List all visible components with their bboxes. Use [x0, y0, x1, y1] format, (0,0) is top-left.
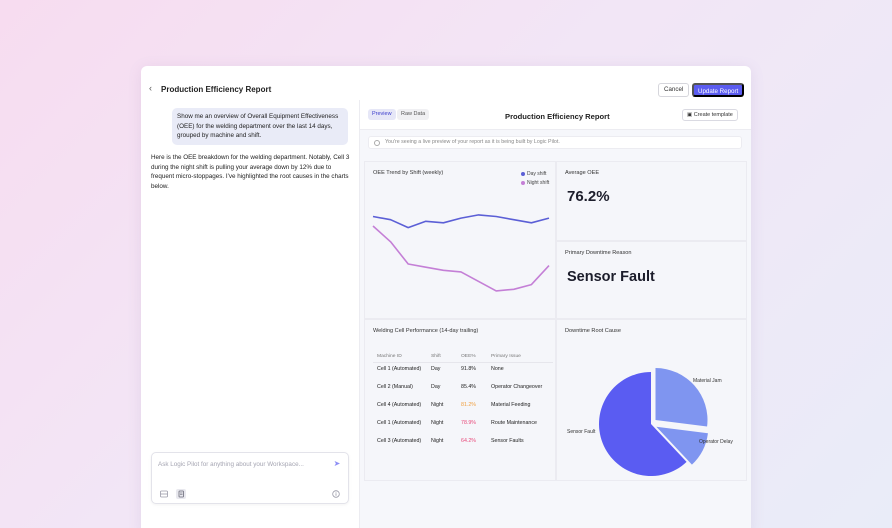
pie-label: Material Jam: [693, 378, 722, 384]
downtime-root-cause-card: Downtime Root Cause Sensor Fault Material…: [556, 319, 747, 481]
chat-composer: ➤: [151, 452, 349, 504]
cell-machine: Cell 3 (Automated): [377, 438, 422, 444]
document-icon[interactable]: [176, 489, 186, 499]
cell-machine: Cell 4 (Automated): [377, 402, 422, 408]
info-banner: You're seeing a live preview of your rep…: [368, 136, 742, 149]
create-template-button[interactable]: ▣ Create template: [682, 109, 738, 121]
cell-shift: Night: [431, 420, 444, 426]
chart-legend: Day shift Night shift: [521, 170, 549, 188]
column-header: Shift: [431, 354, 441, 359]
card-title: Primary Downtime Reason: [565, 250, 632, 256]
column-header: Machine ID: [377, 354, 402, 359]
table-row: Cell 1 (Automated) Day 91.8% None: [373, 363, 553, 381]
cell-shift: Night: [431, 438, 444, 444]
average-oee-card: Average OEE 76.2%: [556, 161, 747, 241]
cell-shift: Day: [431, 366, 441, 372]
oee-trend-chart: [372, 214, 550, 292]
downtime-reason-card: Primary Downtime Reason Sensor Fault: [556, 241, 747, 319]
card-title: Average OEE: [565, 170, 600, 176]
chat-panel: Show me an overview of Overall Equipment…: [141, 100, 359, 528]
table-header-row: Machine ID Shift OEE% Primary Issue: [373, 350, 553, 363]
card-title: Welding Cell Performance (14-day trailin…: [373, 328, 479, 334]
cell-machine: Cell 1 (Automated): [377, 420, 422, 426]
preview-panel: Preview Raw Data Production Efficiency R…: [359, 100, 751, 528]
chevron-left-icon[interactable]: ‹: [149, 83, 152, 93]
card-title: OEE Trend by Shift (weekly): [373, 170, 444, 176]
pie-slice-operator-delay: [656, 426, 708, 465]
report-builder-window: ‹ Production Efficiency Report Cancel Up…: [141, 66, 751, 528]
legend-label-night: Night shift: [527, 180, 550, 186]
preview-title: Production Efficiency Report: [505, 112, 610, 121]
window-header: ‹ Production Efficiency Report Cancel Up…: [141, 66, 751, 112]
legend-item-night: Night shift: [521, 179, 549, 188]
cancel-button[interactable]: Cancel: [658, 83, 690, 97]
cell-oee: 91.8%: [461, 366, 477, 372]
column-header: Primary Issue: [491, 354, 521, 359]
legend-dot-night: [521, 181, 525, 185]
cell-machine: Cell 2 (Manual): [377, 384, 413, 390]
info-icon: [374, 140, 380, 146]
create-template-label: Create template: [693, 112, 733, 118]
cell-issue: None: [491, 366, 504, 372]
preview-toolbar: Preview Raw Data Production Efficiency R…: [360, 100, 751, 130]
average-oee-value: 76.2%: [567, 188, 610, 205]
cell-shift: Day: [431, 384, 441, 390]
info-text: You're seeing a live preview of your rep…: [385, 139, 560, 145]
info-icon[interactable]: [331, 489, 341, 499]
assistant-message: Here is the OEE breakdown for the weldin…: [151, 154, 350, 190]
table-row: Cell 1 (Automated) Night 78.9% Route Mai…: [373, 417, 553, 435]
cell-oee: 85.4%: [461, 384, 477, 390]
cell-oee: 78.9%: [461, 420, 477, 426]
table-row: Cell 2 (Manual) Day 85.4% Operator Chang…: [373, 381, 553, 399]
tab-raw-data[interactable]: Raw Data: [397, 109, 430, 120]
welding-performance-card: Welding Cell Performance (14-day trailin…: [364, 319, 556, 481]
downtime-pie-chart: Sensor Fault Material Jam Operator Delay: [567, 368, 733, 476]
series-line-night: [372, 225, 550, 292]
column-header: OEE%: [461, 354, 476, 359]
cell-oee: 81.2%: [461, 402, 477, 408]
cell-shift: Night: [431, 402, 444, 408]
cell-issue: Route Maintenance: [491, 420, 537, 426]
template-icon: ▣: [687, 112, 694, 118]
update-report-button[interactable]: Update Report: [692, 83, 745, 97]
pie-label: Sensor Fault: [567, 429, 596, 435]
cell-issue: Material Feeding: [491, 402, 531, 408]
page-title: Production Efficiency Report: [161, 85, 272, 94]
legend-item-day: Day shift: [521, 170, 549, 179]
pie-label: Operator Delay: [699, 439, 733, 445]
table-row: Cell 3 (Automated) Night 64.2% Sensor Fa…: [373, 435, 553, 453]
cell-issue: Sensor Faults: [491, 438, 524, 444]
legend-label-day: Day shift: [527, 171, 547, 177]
tab-preview[interactable]: Preview: [368, 109, 396, 120]
downtime-reason-value: Sensor Fault: [567, 269, 655, 285]
send-icon[interactable]: ➤: [333, 459, 341, 468]
cell-issue: Operator Changeover: [491, 384, 543, 390]
card-title: Downtime Root Cause: [565, 328, 621, 334]
pie-slice-material-jam: [655, 368, 708, 427]
pie-slice-sensor-fault: [599, 372, 687, 476]
cell-machine: Cell 1 (Automated): [377, 366, 422, 372]
layout-icon[interactable]: [159, 489, 169, 499]
user-message: Show me an overview of Overall Equipment…: [172, 108, 348, 145]
legend-dot-day: [521, 172, 525, 176]
cell-oee: 64.2%: [461, 438, 477, 444]
chat-input[interactable]: [158, 461, 328, 468]
performance-table: Machine ID Shift OEE% Primary Issue Cell…: [373, 350, 553, 453]
oee-trend-card: OEE Trend by Shift (weekly) Day shift Ni…: [364, 161, 556, 319]
table-row: Cell 4 (Automated) Night 81.2% Material …: [373, 399, 553, 417]
series-line-day: [372, 214, 550, 229]
